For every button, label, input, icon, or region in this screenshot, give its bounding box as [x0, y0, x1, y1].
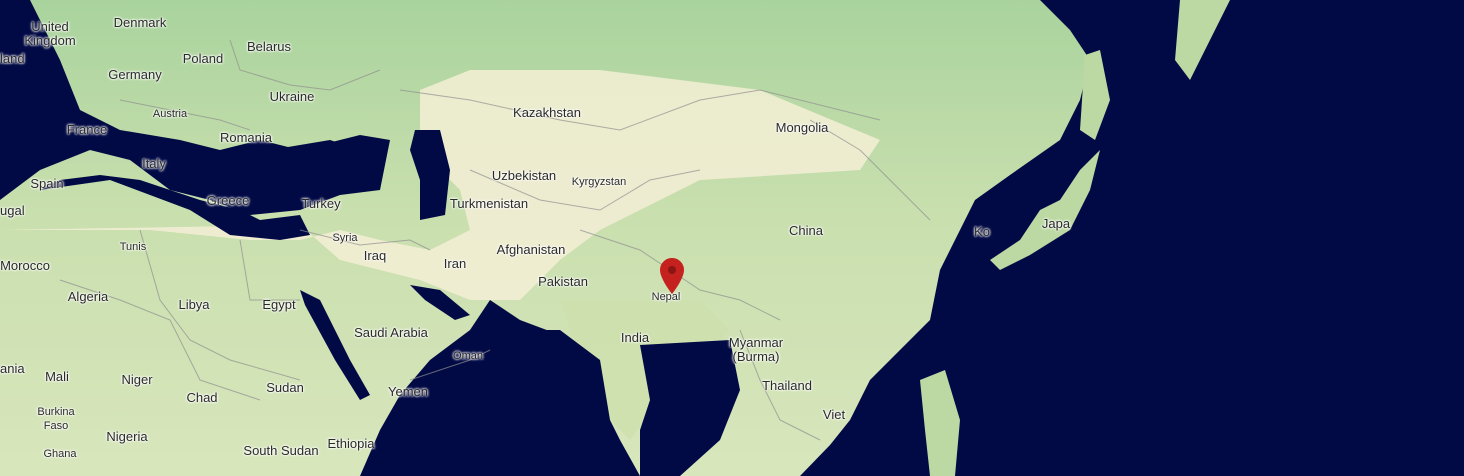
arid-region: [0, 70, 880, 300]
label-mali: Mali: [45, 369, 69, 384]
label-ireland: land: [0, 51, 25, 66]
label-italy: Italy: [142, 156, 166, 171]
japan-land: [990, 150, 1100, 270]
label-myanmar: Myanmar (Burma): [728, 335, 784, 364]
label-tunisia: Tunis: [119, 241, 147, 253]
label-egypt: Egypt: [262, 297, 296, 312]
label-niger: Niger: [121, 372, 153, 387]
kamchatka: [1175, 0, 1230, 80]
label-chad: Chad: [186, 390, 218, 405]
label-kazakhstan: Kazakhstan: [513, 105, 581, 120]
label-denmark: Denmark: [113, 15, 167, 30]
label-greece: Greece: [206, 193, 250, 208]
label-nepal: Nepal: [651, 291, 681, 303]
label-nigeria: Nigeria: [106, 429, 148, 444]
label-iraq: Iraq: [363, 248, 387, 263]
label-oman: Oman: [453, 350, 483, 362]
label-sudan: Sudan: [266, 380, 304, 395]
label-romania: Romania: [219, 130, 273, 145]
label-germany: Germany: [108, 67, 162, 82]
label-kyrgyzstan: Kyrgyzstan: [571, 176, 627, 188]
label-iran: Iran: [443, 256, 467, 271]
label-afghanistan: Afghanistan: [496, 242, 566, 257]
label-thailand: Thailand: [762, 378, 812, 393]
caspian-sea: [410, 130, 450, 220]
label-china: China: [789, 223, 823, 238]
label-mauritania: ania: [0, 361, 25, 376]
black-sea: [270, 140, 375, 185]
label-uzbekistan: Uzbekistan: [491, 168, 557, 183]
label-korea: Ko: [974, 224, 990, 239]
label-morocco: Morocco: [0, 258, 50, 273]
label-turkey: Turkey: [301, 196, 341, 211]
label-pakistan: Pakistan: [538, 274, 588, 289]
mediterranean: [40, 175, 310, 240]
label-belarus: Belarus: [246, 39, 292, 54]
label-saudi-arabia: Saudi Arabia: [354, 325, 428, 340]
label-algeria: Algeria: [67, 289, 109, 304]
label-turkmenistan: Turkmenistan: [449, 196, 529, 211]
label-austria: Austria: [152, 108, 188, 120]
label-france: France: [66, 122, 108, 137]
label-vietnam: Viet: [822, 407, 846, 422]
bay-of-bengal: [640, 340, 740, 476]
label-mongolia: Mongolia: [775, 120, 829, 135]
label-spain: Spain: [30, 176, 64, 191]
persian-gulf: [410, 285, 470, 320]
label-united-kingdom: United Kingdom: [24, 19, 76, 48]
location-pin-icon[interactable]: [660, 258, 684, 294]
label-ukraine: Ukraine: [269, 89, 315, 104]
label-south-sudan: South Sudan: [243, 443, 319, 458]
label-syria: Syria: [332, 232, 358, 244]
label-ghana: Ghana: [43, 448, 77, 460]
arabian-sea: [400, 330, 620, 476]
label-ethiopia: Ethiopia: [327, 436, 375, 451]
label-poland: Poland: [182, 51, 224, 66]
label-india: India: [620, 330, 650, 345]
country-borders: [59, 39, 931, 441]
label-japan: Japa: [1041, 216, 1071, 231]
label-libya: Libya: [178, 297, 210, 312]
label-burkina-faso: Burkina Faso: [37, 406, 75, 432]
philippines: [920, 370, 960, 476]
label-yemen: Yemen: [388, 384, 428, 399]
label-portugal: ugal: [0, 203, 25, 218]
red-sea: [300, 290, 370, 400]
hokkaido: [1080, 50, 1110, 140]
